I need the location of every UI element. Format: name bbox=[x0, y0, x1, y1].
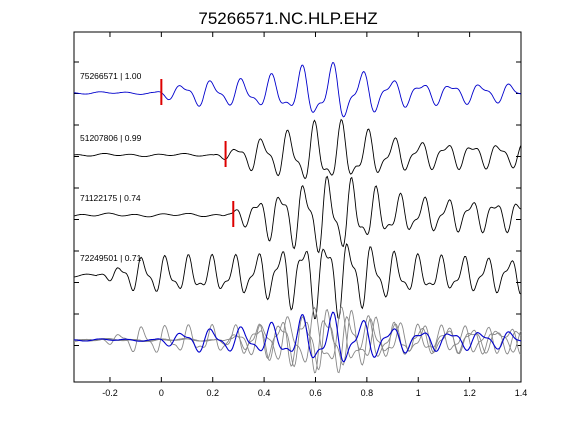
trace-label-71122175: 71122175 | 0.74 bbox=[80, 193, 141, 203]
axes-frame bbox=[73, 31, 522, 383]
trace-line-72249501 bbox=[73, 243, 522, 320]
trace-label-75266571: 75266571 | 1.00 bbox=[80, 71, 142, 81]
trace-stack bbox=[73, 62, 522, 320]
trace-line-75266571 bbox=[74, 62, 522, 118]
x-tick-label: 0.4 bbox=[258, 388, 271, 398]
overlay-line-71122175 bbox=[73, 308, 522, 371]
x-tick-label: 1 bbox=[416, 388, 421, 398]
axis-ticks: -0.2 0 0.2 0.4 0.6 0.8 1 1.2 1.4 bbox=[74, 32, 527, 398]
overlay-line-75266571 bbox=[73, 311, 522, 363]
trace-line-51207806 bbox=[73, 118, 522, 180]
x-tick-label: 0.6 bbox=[309, 388, 322, 398]
x-tick-label: 0.8 bbox=[361, 388, 374, 398]
x-tick-label: -0.2 bbox=[102, 388, 118, 398]
trace-overlay bbox=[73, 306, 522, 374]
trace-label-72249501: 72249501 | 0.71 bbox=[80, 253, 142, 263]
x-tick-label: 0.2 bbox=[206, 388, 219, 398]
trace-label-51207806: 51207806 | 0.99 bbox=[80, 133, 142, 143]
chart-title: 75266571.NC.HLP.EHZ bbox=[198, 9, 377, 28]
trace-line-71122175 bbox=[73, 175, 522, 254]
x-tick-label: 1.2 bbox=[463, 388, 476, 398]
trace-labels: 75266571 | 1.00 51207806 | 0.99 71122175 |… bbox=[80, 71, 142, 263]
x-tick-label: 0 bbox=[159, 388, 164, 398]
x-tick-label: 1.4 bbox=[515, 388, 528, 398]
pick-markers bbox=[160, 79, 235, 227]
